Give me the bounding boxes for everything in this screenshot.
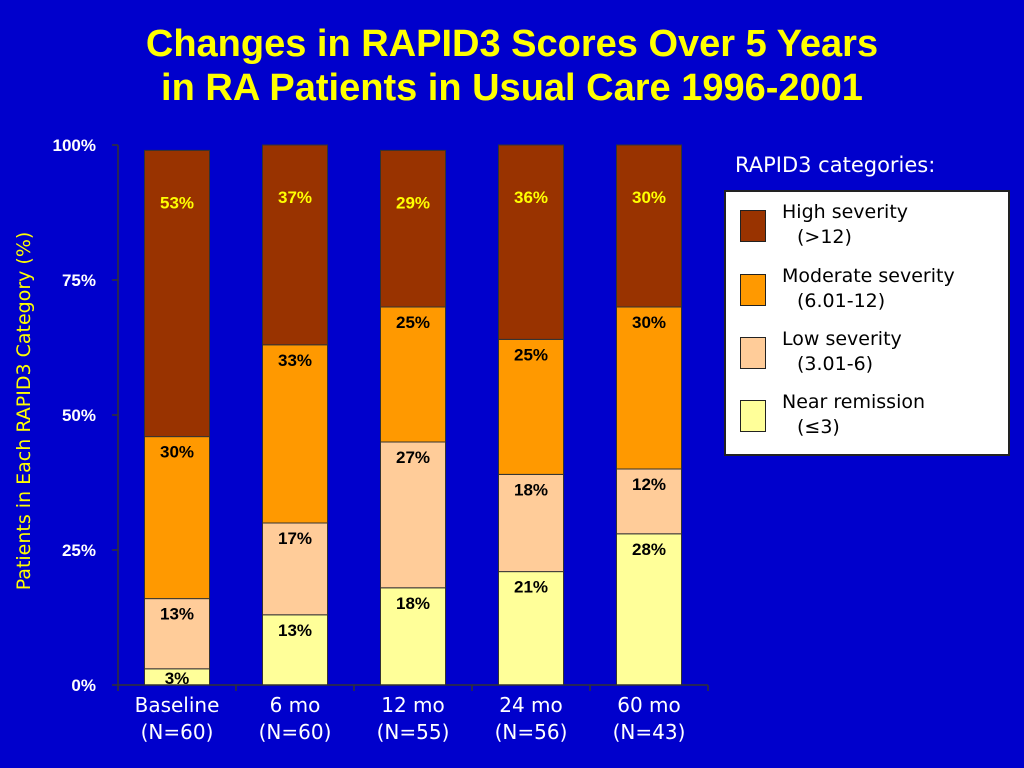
legend-label-line1: High severity xyxy=(782,201,909,223)
data-label: 17% xyxy=(278,529,312,548)
legend-label-low-severity: Low severity (3.01-6) xyxy=(782,327,1012,377)
x-tick-label: Baseline xyxy=(135,693,220,717)
x-tick-label: 60 mo xyxy=(617,693,681,717)
legend-label-line2: (≤3) xyxy=(797,416,840,438)
bar-segment xyxy=(144,598,210,670)
x-tick-label: 24 mo xyxy=(499,693,563,717)
data-label: 3% xyxy=(165,669,190,688)
data-label: 37% xyxy=(278,188,312,207)
legend: High severity (>12) Moderate severity (6… xyxy=(724,190,1010,456)
legend-label-line1: Moderate severity xyxy=(782,265,955,287)
x-tick-label: (N=60) xyxy=(259,720,332,744)
data-label: 13% xyxy=(160,605,194,624)
bar-segment xyxy=(262,344,328,524)
bar-segment xyxy=(380,587,446,686)
legend-swatch-near-remission xyxy=(740,400,766,432)
data-label: 33% xyxy=(278,351,312,370)
bar-segment xyxy=(262,614,328,686)
bar-segment xyxy=(616,306,682,470)
legend-label-line2: (6.01-12) xyxy=(797,290,886,312)
y-tick-label: 0% xyxy=(71,676,96,695)
legend-label-line1: Low severity xyxy=(782,328,902,350)
bar-segment xyxy=(144,149,210,438)
chart-title: Changes in RAPID3 Scores Over 5 Years in… xyxy=(0,22,1024,110)
data-label: 27% xyxy=(396,448,430,467)
legend-label-near-remission: Near remission (≤3) xyxy=(782,390,1012,440)
bar-segment xyxy=(380,149,446,308)
legend-title: RAPID3 categories: xyxy=(735,153,936,177)
chart-title-line2: in RA Patients in Usual Care 1996-2001 xyxy=(161,67,863,109)
bar-segment xyxy=(498,338,564,475)
data-label: 13% xyxy=(278,621,312,640)
legend-swatch-high-severity xyxy=(740,210,766,242)
x-tick-label: (N=43) xyxy=(613,720,686,744)
bar-segment xyxy=(616,533,682,686)
data-label: 12% xyxy=(632,475,666,494)
legend-label-moderate-severity: Moderate severity (6.01-12) xyxy=(782,264,1012,314)
legend-label-line2: (3.01-6) xyxy=(797,353,874,375)
bar-segment xyxy=(380,306,446,443)
data-label: 29% xyxy=(396,193,430,212)
legend-label-line2: (>12) xyxy=(797,226,852,248)
bar-segment xyxy=(262,522,328,616)
data-label: 30% xyxy=(160,443,194,462)
data-label: 25% xyxy=(396,313,430,332)
legend-label-high-severity: High severity (>12) xyxy=(782,200,1012,250)
bar-segment xyxy=(616,468,682,535)
x-tick-label: 12 mo xyxy=(381,693,445,717)
x-tick-label: 6 mo xyxy=(270,693,321,717)
legend-swatch-low-severity xyxy=(740,337,766,369)
x-tick-label: (N=56) xyxy=(495,720,568,744)
y-tick-label: 100% xyxy=(53,136,96,155)
bar-segment xyxy=(616,144,682,308)
data-label: 28% xyxy=(632,540,666,559)
bar-segment xyxy=(498,571,564,686)
data-label: 53% xyxy=(160,193,194,212)
bar-segment xyxy=(498,473,564,573)
data-label: 18% xyxy=(396,594,430,613)
y-axis-label: Patients in Each RAPID3 Category (%) xyxy=(13,232,35,591)
legend-swatch-moderate-severity xyxy=(740,274,766,306)
bar-segment xyxy=(498,144,564,340)
data-label: 30% xyxy=(632,313,666,332)
bar-segment xyxy=(262,144,328,346)
y-tick-label: 25% xyxy=(62,541,96,560)
x-tick-label: (N=55) xyxy=(377,720,450,744)
data-label: 30% xyxy=(632,188,666,207)
bar-segment xyxy=(144,436,210,600)
y-tick-label: 50% xyxy=(62,406,96,425)
bar-segment xyxy=(380,441,446,589)
chart-title-line1: Changes in RAPID3 Scores Over 5 Years xyxy=(145,23,879,65)
y-tick-label: 75% xyxy=(62,271,96,290)
data-label: 25% xyxy=(514,345,548,364)
legend-label-line1: Near remission xyxy=(782,391,926,413)
data-label: 18% xyxy=(514,480,548,499)
data-label: 36% xyxy=(514,188,548,207)
x-tick-label: (N=60) xyxy=(141,720,214,744)
data-label: 21% xyxy=(514,578,548,597)
